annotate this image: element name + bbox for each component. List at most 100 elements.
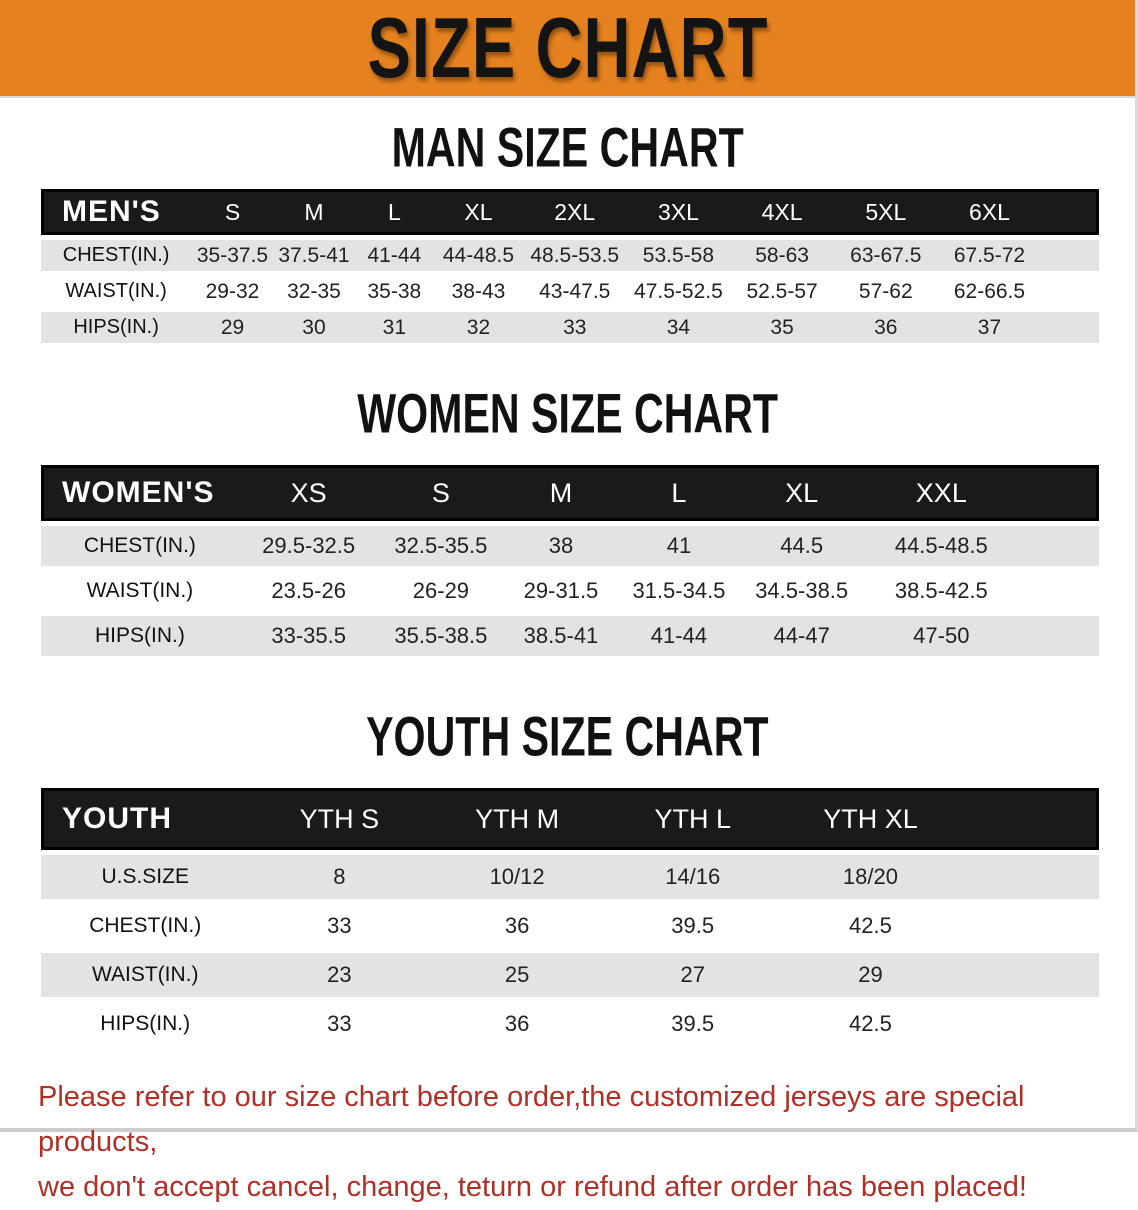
disclaimer-text: Please refer to our size chart before or…: [0, 1075, 1135, 1210]
column-header-cell: L: [354, 189, 435, 235]
table-header-row: YOUTH YTH S YTH M YTH L YTH XL: [41, 788, 1099, 850]
size-value-cell: 43-47.5: [522, 276, 628, 307]
table-corner-label: WOMEN'S: [41, 465, 239, 521]
size-value-cell: 38: [503, 526, 619, 566]
column-header-cell: 3XL: [627, 189, 730, 235]
size-value-cell: 8: [249, 855, 430, 899]
size-value-cell: 37: [937, 312, 1042, 343]
size-value-cell: 33: [522, 312, 628, 343]
size-value-cell: 27: [604, 953, 781, 997]
size-value-cell: 52.5-57: [729, 276, 835, 307]
size-value-cell: 39.5: [604, 1002, 781, 1046]
row-label-cell: CHEST(IN.): [41, 526, 239, 566]
table-row: U.S.SIZE 8 10/12 14/16 18/20: [41, 855, 1099, 899]
size-value-cell: 33: [249, 1002, 430, 1046]
size-value-cell: 29-32: [191, 276, 274, 307]
size-value-cell: 18/20: [780, 855, 961, 899]
size-value-cell: 42.5: [780, 904, 961, 948]
table-row: HIPS(IN.) 33 36 39.5 42.5: [41, 1002, 1099, 1046]
spacer-cell: [960, 855, 1099, 899]
size-value-cell: 29: [780, 953, 961, 997]
size-value-cell: 35.5-38.5: [378, 616, 504, 656]
table-row: WAIST(IN.) 23 25 27 29: [41, 953, 1099, 997]
column-header-cell: 2XL: [522, 189, 628, 235]
column-header-cell: XL: [434, 189, 523, 235]
table-row: CHEST(IN.) 33 36 39.5 42.5: [41, 904, 1099, 948]
table-row: HIPS(IN.) 29 30 31 32 33 34 35 36 37: [41, 312, 1099, 343]
size-value-cell: 31.5-34.5: [618, 571, 740, 611]
table-row: WAIST(IN.) 23.5-26 26-29 29-31.5 31.5-34.5 34…: [41, 571, 1099, 611]
size-value-cell: 33-35.5: [238, 616, 379, 656]
column-header-cell: YTH S: [249, 788, 430, 850]
row-label-cell: HIPS(IN.): [41, 616, 239, 656]
spacer-cell: [1041, 240, 1099, 271]
size-value-cell: 23: [249, 953, 430, 997]
column-header-cell: 4XL: [729, 189, 835, 235]
size-value-cell: 36: [429, 1002, 605, 1046]
size-value-cell: 32-35: [273, 276, 355, 307]
size-value-cell: 44.5-48.5: [864, 526, 1019, 566]
size-value-cell: 32: [434, 312, 523, 343]
column-header-cell: 6XL: [937, 189, 1042, 235]
size-chart-banner: SIZE CHART: [0, 0, 1135, 98]
women-section-title: WOMEN SIZE CHART: [0, 382, 1135, 444]
size-value-cell: 48.5-53.5: [522, 240, 628, 271]
column-header-cell: S: [378, 465, 504, 521]
disclaimer-line-2: we don't accept cancel, change, teturn o…: [38, 1170, 1027, 1203]
size-value-cell: 29: [191, 312, 274, 343]
size-value-cell: 47-50: [864, 616, 1019, 656]
spacer-cell: [960, 788, 1099, 850]
table-header-row: WOMEN'S XS S M L XL XXL: [41, 465, 1099, 521]
size-value-cell: 23.5-26: [238, 571, 379, 611]
size-value-cell: 34.5-38.5: [739, 571, 865, 611]
column-header-cell: XL: [739, 465, 865, 521]
size-value-cell: 44-47: [739, 616, 865, 656]
row-label-cell: CHEST(IN.): [41, 904, 250, 948]
size-value-cell: 67.5-72: [937, 240, 1042, 271]
table-corner-label: MEN'S: [41, 189, 192, 235]
table-row: HIPS(IN.) 33-35.5 35.5-38.5 38.5-41 41-44 44-…: [41, 616, 1099, 656]
size-value-cell: 41-44: [354, 240, 435, 271]
table-row: CHEST(IN.) 35-37.5 37.5-41 41-44 44-48.5 48.5…: [41, 240, 1099, 271]
size-value-cell: 58-63: [729, 240, 835, 271]
column-header-cell: L: [618, 465, 740, 521]
size-value-cell: 37.5-41: [273, 240, 355, 271]
spacer-cell: [1041, 312, 1099, 343]
size-value-cell: 30: [273, 312, 355, 343]
size-value-cell: 34: [627, 312, 730, 343]
column-header-cell: XS: [238, 465, 379, 521]
size-value-cell: 29-31.5: [503, 571, 619, 611]
size-value-cell: 39.5: [604, 904, 781, 948]
women-size-table: WOMEN'S XS S M L XL XXL CHEST(IN.) 29.5-32.5 32.5…: [41, 460, 1099, 661]
men-size-table: MEN'S S M L XL 2XL 3XL 4XL 5XL 6XL CHEST(IN.) 35-37…: [41, 184, 1099, 348]
size-value-cell: 33: [249, 904, 430, 948]
youth-size-table: YOUTH YTH S YTH M YTH L YTH XL U.S.SIZE 8 10/12…: [41, 783, 1099, 1051]
youth-title-text: YOUTH SIZE CHART: [366, 705, 769, 768]
size-value-cell: 35: [729, 312, 835, 343]
size-value-cell: 14/16: [604, 855, 781, 899]
disclaimer-line-1: Please refer to our size chart before or…: [38, 1081, 1025, 1158]
size-value-cell: 47.5-52.5: [627, 276, 730, 307]
spacer-cell: [1041, 276, 1099, 307]
row-label-cell: HIPS(IN.): [41, 1002, 250, 1046]
row-label-cell: WAIST(IN.): [41, 276, 192, 307]
column-header-cell: 5XL: [834, 189, 938, 235]
row-label-cell: U.S.SIZE: [41, 855, 250, 899]
table-row: WAIST(IN.) 29-32 32-35 35-38 38-43 43-47.5 47.…: [41, 276, 1099, 307]
women-title-text: WOMEN SIZE CHART: [357, 382, 778, 445]
size-value-cell: 38-43: [434, 276, 523, 307]
spacer-cell: [1018, 465, 1099, 521]
size-value-cell: 41-44: [618, 616, 740, 656]
size-value-cell: 29.5-32.5: [238, 526, 379, 566]
size-value-cell: 10/12: [429, 855, 605, 899]
spacer-cell: [1018, 571, 1099, 611]
size-value-cell: 35-37.5: [191, 240, 274, 271]
size-value-cell: 25: [429, 953, 605, 997]
size-value-cell: 38.5-41: [503, 616, 619, 656]
table-header-row: MEN'S S M L XL 2XL 3XL 4XL 5XL 6XL: [41, 189, 1099, 235]
size-value-cell: 63-67.5: [834, 240, 938, 271]
size-value-cell: 42.5: [780, 1002, 961, 1046]
column-header-cell: S: [191, 189, 274, 235]
size-value-cell: 44-48.5: [434, 240, 523, 271]
